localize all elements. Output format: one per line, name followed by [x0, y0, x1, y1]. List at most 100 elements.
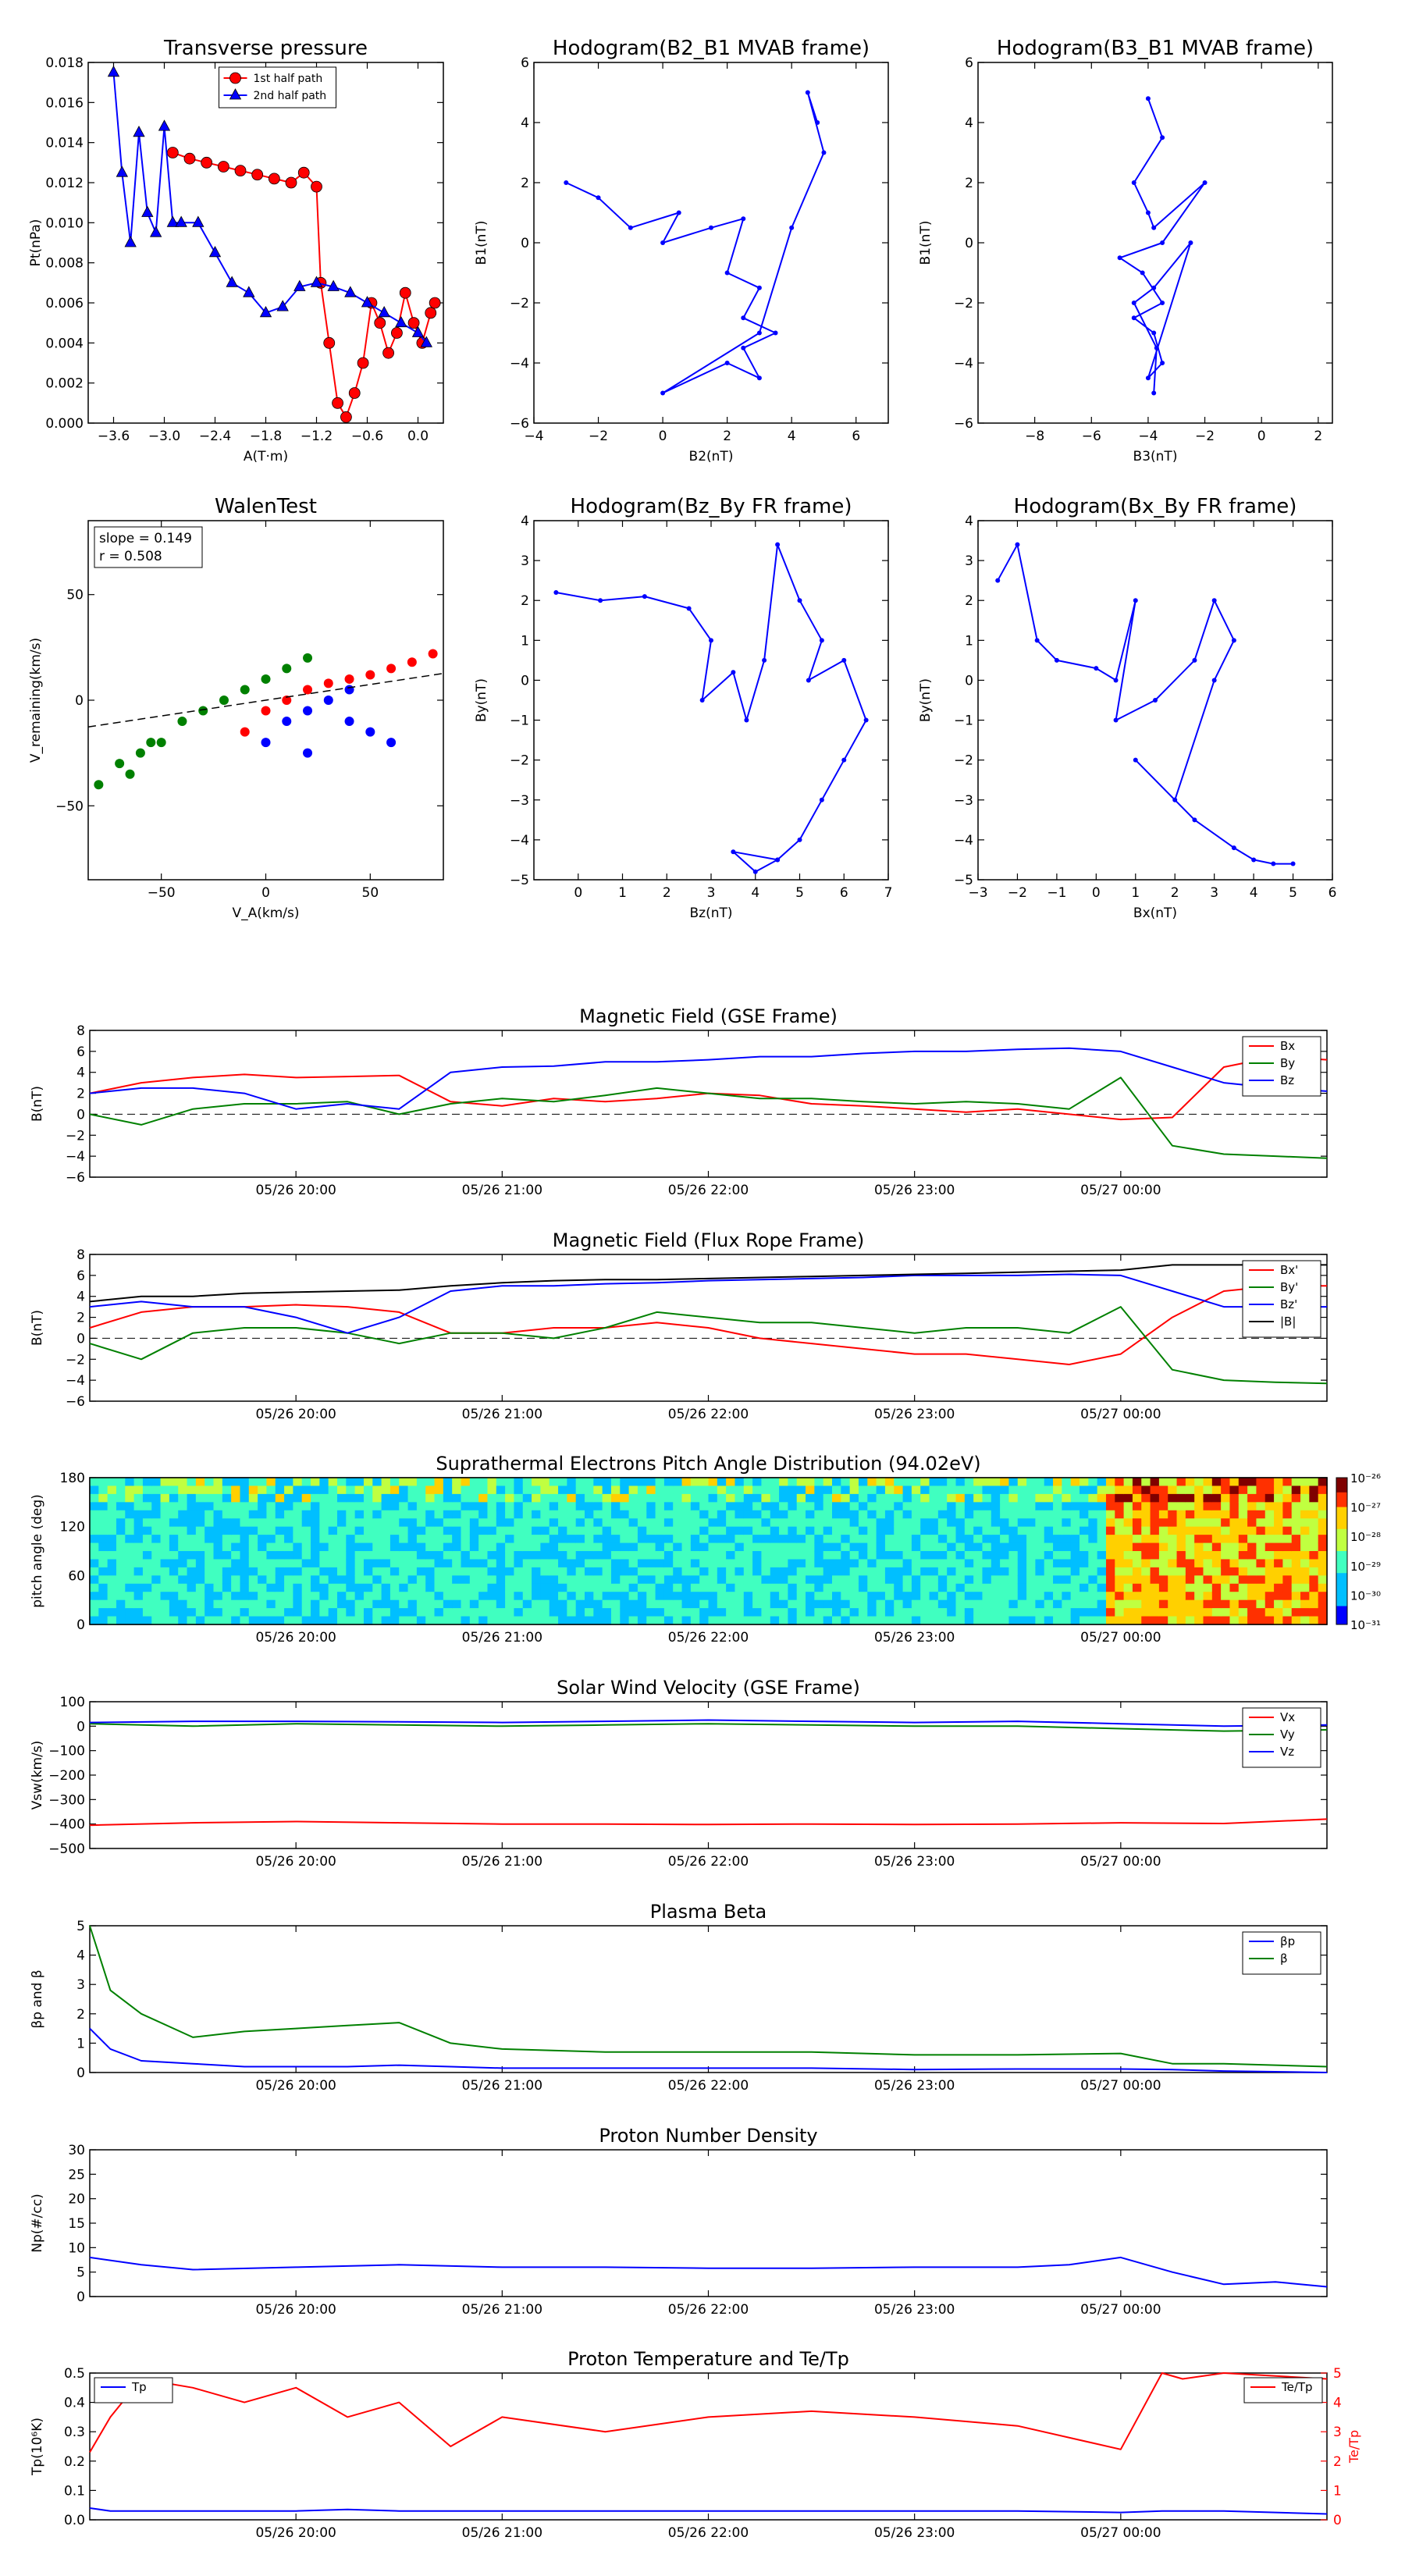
heatmap-cell — [1141, 1542, 1151, 1552]
heatmap-cell — [1221, 1583, 1231, 1592]
heatmap-cell — [637, 1599, 647, 1609]
heatmap-cell — [681, 1592, 692, 1601]
heatmap-cell — [1176, 1608, 1186, 1617]
heatmap-cell — [266, 1526, 276, 1535]
heatmap-cell — [788, 1542, 798, 1552]
heatmap-cell — [1274, 1616, 1283, 1625]
plot-frame-overlay — [89, 1477, 1328, 1625]
heatmap-cell — [169, 1575, 179, 1585]
y-tick-label: −5 — [954, 873, 973, 888]
heatmap-cell — [681, 1518, 692, 1528]
heatmap-cell — [1070, 1608, 1080, 1617]
data-point — [731, 849, 736, 855]
heatmap-cell — [947, 1599, 957, 1609]
heatmap-cell — [293, 1583, 303, 1592]
heatmap-cell — [248, 1608, 258, 1617]
heatmap-cell — [1229, 1518, 1240, 1528]
heatmap-cell — [628, 1575, 638, 1585]
heatmap-cell — [743, 1535, 753, 1544]
heatmap-cell — [275, 1583, 285, 1592]
heatmap-cell — [142, 1518, 152, 1528]
heatmap-cell — [628, 1478, 638, 1487]
heatmap-cell — [1017, 1518, 1027, 1528]
y-tick-label: −2 — [954, 296, 973, 311]
annotation-box — [94, 526, 203, 568]
heatmap-cell — [717, 1510, 727, 1519]
x-tick-label: 05/26 20:00 — [255, 1854, 336, 1870]
heatmap-cell — [487, 1493, 497, 1503]
heatmap-cell — [1000, 1485, 1010, 1495]
heatmap-cell — [761, 1493, 771, 1503]
heatmap-cell — [1264, 1567, 1275, 1576]
data-point — [1290, 861, 1296, 866]
heatmap-cell — [708, 1518, 718, 1528]
heatmap-cell — [1053, 1478, 1062, 1487]
heatmap-cell — [770, 1599, 780, 1609]
heatmap-cell — [1097, 1526, 1107, 1535]
x-tick-label: 7 — [884, 885, 893, 901]
heatmap-cell — [841, 1567, 851, 1576]
heatmap-cell — [1194, 1616, 1204, 1625]
heatmap-cell — [920, 1478, 930, 1487]
heatmap-cell — [205, 1518, 215, 1528]
data-point — [1113, 678, 1119, 683]
heatmap-cell — [478, 1616, 489, 1625]
heatmap-cell — [505, 1583, 515, 1592]
heatmap-cell — [1132, 1502, 1142, 1511]
y-tick-label: 0.1 — [64, 2483, 85, 2499]
heatmap-cell — [1291, 1592, 1301, 1601]
heatmap-cell — [884, 1599, 895, 1609]
heatmap-cell — [1026, 1608, 1036, 1617]
heatmap-cell — [858, 1510, 868, 1519]
heatmap-cell — [1318, 1502, 1328, 1511]
heatmap-cell — [213, 1575, 223, 1585]
heatmap-cell — [681, 1542, 692, 1552]
heatmap-cell — [107, 1502, 117, 1511]
colorbar-step — [1336, 1580, 1347, 1585]
heatmap-cell — [610, 1502, 621, 1511]
colorbar-step — [1336, 1521, 1347, 1526]
heatmap-cell — [452, 1478, 462, 1487]
heatmap-cell — [558, 1567, 567, 1576]
heatmap-cell — [1274, 1567, 1283, 1576]
heatmap-cell — [911, 1608, 921, 1617]
y-axis-label: B(nT) — [30, 1310, 45, 1346]
heatmap-cell — [1282, 1478, 1293, 1487]
heatmap-cell — [363, 1592, 373, 1601]
heatmap-cell — [876, 1478, 886, 1487]
heatmap-cell — [487, 1518, 497, 1528]
heatmap-cell — [761, 1478, 771, 1487]
heatmap-cell — [894, 1592, 904, 1601]
heatmap-cell — [610, 1608, 621, 1617]
heatmap-cell — [107, 1592, 117, 1601]
heatmap-cell — [673, 1502, 683, 1511]
heatmap-cell — [717, 1502, 727, 1511]
heatmap-cell — [655, 1478, 665, 1487]
heatmap-cell — [699, 1599, 710, 1609]
heatmap-cell — [496, 1599, 506, 1609]
heatmap-cell — [151, 1567, 162, 1576]
heatmap-cell — [1318, 1583, 1328, 1592]
heatmap-cell — [487, 1485, 497, 1495]
heatmap-cell — [311, 1535, 320, 1544]
heatmap-cell — [743, 1583, 753, 1592]
heatmap-cell — [248, 1599, 258, 1609]
heatmap-cell — [902, 1592, 912, 1601]
heatmap-cell — [1158, 1510, 1168, 1519]
heatmap-cell — [98, 1575, 108, 1585]
heatmap-cell — [1150, 1551, 1160, 1560]
heatmap-cell — [540, 1559, 550, 1568]
y-tick-label: 0 — [965, 236, 973, 251]
heatmap-cell — [567, 1592, 577, 1601]
heatmap-cell — [240, 1616, 250, 1625]
heatmap-cell — [637, 1575, 647, 1585]
heatmap-cell — [823, 1551, 833, 1560]
heatmap-cell — [258, 1502, 268, 1511]
heatmap-cell — [1247, 1510, 1257, 1519]
heatmap-cell — [929, 1535, 939, 1544]
heatmap-cell — [434, 1567, 444, 1576]
heatmap-cell — [532, 1567, 541, 1576]
heatmap-cell — [1247, 1592, 1257, 1601]
heatmap-cell — [416, 1493, 426, 1503]
heatmap-cell — [610, 1485, 621, 1495]
